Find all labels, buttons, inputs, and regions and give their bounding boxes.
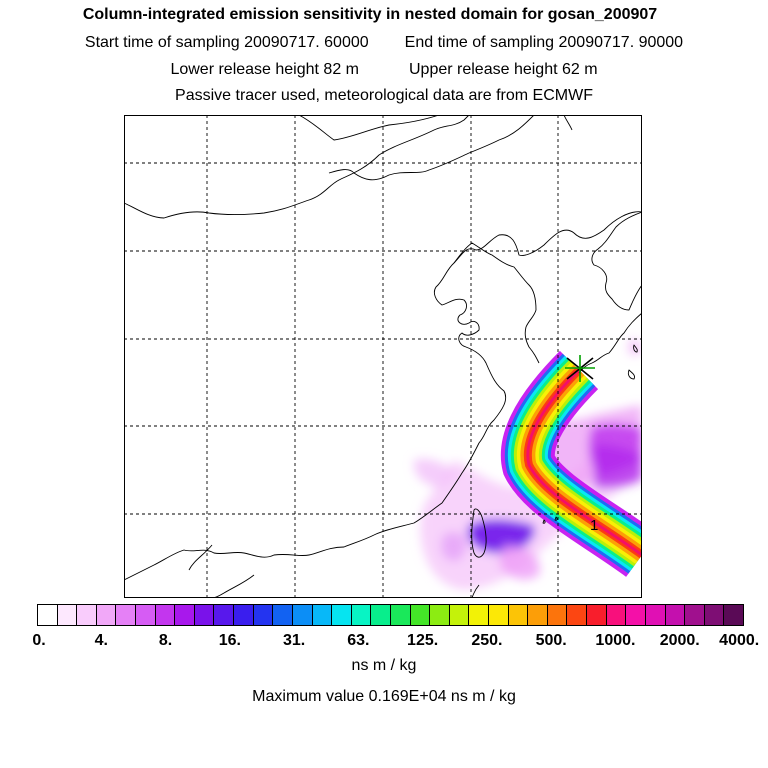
start-time: Start time of sampling 20090717. 60000 bbox=[84, 34, 369, 51]
color-scale-bar bbox=[37, 604, 744, 626]
color-scale-swatch bbox=[410, 605, 431, 625]
color-scale-tick-label: 31. bbox=[282, 632, 306, 649]
color-scale-swatch bbox=[351, 605, 372, 625]
color-scale-swatch bbox=[528, 605, 548, 625]
sensitivity-map: 1 bbox=[124, 115, 642, 598]
color-scale-swatch bbox=[96, 605, 117, 625]
color-scale-swatch bbox=[253, 605, 274, 625]
color-scale-tick-label: 1000. bbox=[595, 632, 636, 649]
lower-release-height: Lower release height 82 m bbox=[170, 61, 359, 78]
color-scale-swatch bbox=[77, 605, 97, 625]
sampling-times: Start time of sampling 20090717. 60000 En… bbox=[0, 34, 768, 52]
tracer-note: Passive tracer used, meteorological data… bbox=[175, 87, 593, 104]
color-scale-swatch bbox=[332, 605, 352, 625]
color-scale-tick-label: 63. bbox=[347, 632, 370, 649]
color-scale-swatch bbox=[175, 605, 195, 625]
color-scale-swatch bbox=[645, 605, 666, 625]
map-title: Column-integrated emission sensitivity i… bbox=[82, 6, 658, 23]
upper-release-height: Upper release height 62 m bbox=[409, 61, 598, 78]
release-point-marker bbox=[565, 355, 595, 382]
color-scale-swatch bbox=[155, 605, 176, 625]
color-scale-swatch bbox=[685, 605, 705, 625]
color-scale-swatch bbox=[626, 605, 646, 625]
color-scale-swatch bbox=[469, 605, 490, 625]
color-scale-swatch bbox=[371, 605, 391, 625]
color-scale-swatch bbox=[489, 605, 509, 625]
color-scale-tick-label: 0. bbox=[32, 632, 46, 649]
color-scale-tick-label: 125. bbox=[407, 632, 439, 649]
color-scale-tick-label: 16. bbox=[218, 632, 241, 649]
color-scale-swatch bbox=[194, 605, 215, 625]
color-scale-swatch bbox=[57, 605, 78, 625]
color-scale-swatch bbox=[234, 605, 254, 625]
color-scale-swatch bbox=[587, 605, 607, 625]
color-scale-swatch bbox=[430, 605, 450, 625]
color-scale-swatch bbox=[292, 605, 313, 625]
coastlines bbox=[124, 115, 642, 598]
plume-core bbox=[500, 350, 642, 577]
color-scale-swatch bbox=[449, 605, 470, 625]
color-scale-swatch bbox=[665, 605, 686, 625]
map-frame bbox=[124, 115, 642, 598]
color-scale-swatch bbox=[38, 605, 58, 625]
color-scale-tick-label: 500. bbox=[535, 632, 567, 649]
color-scale-swatch bbox=[390, 605, 411, 625]
units-label: ns m / kg bbox=[351, 657, 417, 674]
end-time: End time of sampling 20090717. 90000 bbox=[404, 34, 684, 51]
release-heights: Lower release height 82 m Upper release h… bbox=[0, 61, 768, 79]
color-scale-swatch bbox=[606, 605, 627, 625]
lat-lon-grid bbox=[124, 115, 642, 598]
maximum-value: Maximum value 0.169E+04 ns m / kg bbox=[252, 688, 516, 705]
color-scale-swatch bbox=[273, 605, 293, 625]
color-scale-swatch bbox=[116, 605, 137, 625]
color-scale-swatch bbox=[312, 605, 333, 625]
color-scale-swatch bbox=[724, 605, 743, 625]
color-scale-swatch bbox=[136, 605, 156, 625]
color-scale-swatch bbox=[567, 605, 588, 625]
color-scale-tick-label: 8. bbox=[158, 632, 173, 649]
color-scale-tick-label: 2000. bbox=[659, 632, 700, 649]
release-number: 1 bbox=[590, 517, 598, 534]
color-scale-swatch bbox=[547, 605, 568, 625]
color-scale-swatch bbox=[704, 605, 725, 625]
color-scale-swatch bbox=[214, 605, 235, 625]
color-scale-swatch bbox=[508, 605, 529, 625]
color-scale-tick-label: 4000. bbox=[719, 632, 760, 649]
color-scale-tick-label: 250. bbox=[471, 632, 503, 649]
color-scale-tick-label: 4. bbox=[94, 632, 108, 649]
